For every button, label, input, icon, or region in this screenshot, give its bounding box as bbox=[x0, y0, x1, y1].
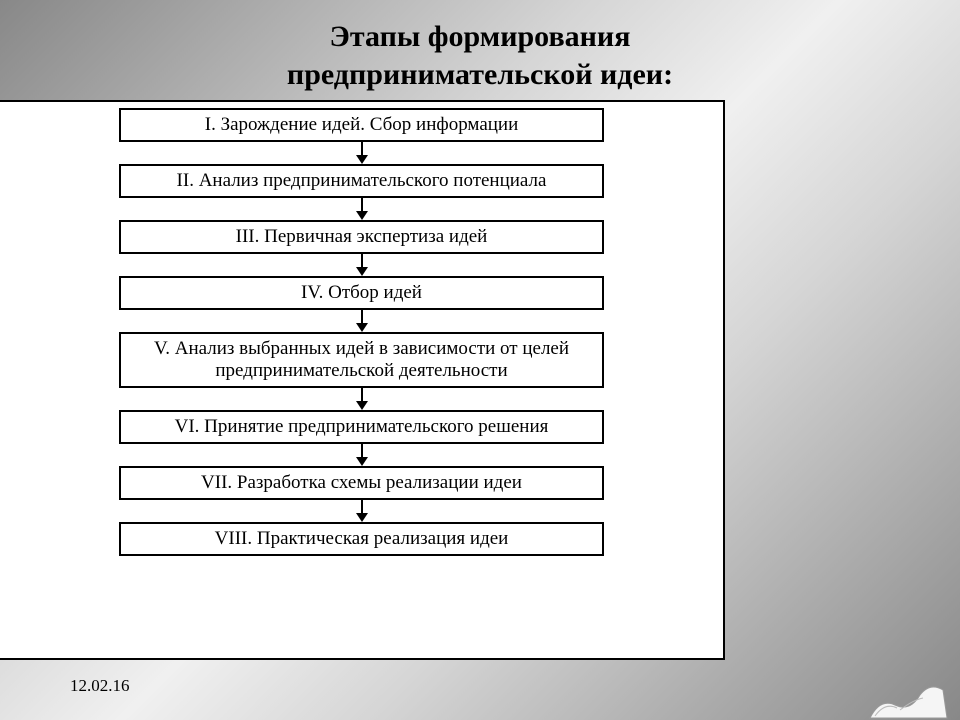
corner-decoration-icon bbox=[865, 670, 950, 720]
flow-arrow-icon bbox=[351, 444, 373, 466]
flow-step-label: I. Зарождение идей. Сбор информации bbox=[205, 114, 519, 136]
flow-step-5: V. Анализ выбранных идей в зависимости о… bbox=[119, 332, 604, 388]
flow-arrow-icon bbox=[351, 310, 373, 332]
flow-step-label: VII. Разработка схемы реализации идеи bbox=[201, 472, 522, 494]
flow-step-label: VIII. Практическая реализация идеи bbox=[215, 528, 509, 550]
flow-arrow-icon bbox=[351, 500, 373, 522]
flow-step-label: VI. Принятие предпринимательского решени… bbox=[175, 416, 549, 438]
title-line-2: предпринимательской идеи: bbox=[0, 56, 960, 94]
flow-step-1: I. Зарождение идей. Сбор информации bbox=[119, 108, 604, 142]
flowchart-inner: I. Зарождение идей. Сбор информации II. А… bbox=[0, 102, 723, 658]
flow-step-label: IV. Отбор идей bbox=[301, 282, 422, 304]
flow-step-7: VII. Разработка схемы реализации идеи bbox=[119, 466, 604, 500]
flow-arrow-icon bbox=[351, 198, 373, 220]
page-title: Этапы формирования предпринимательской и… bbox=[0, 0, 960, 93]
flow-arrow-icon bbox=[351, 142, 373, 164]
flow-step-label: III. Первичная экспертиза идей bbox=[236, 226, 488, 248]
flow-arrow-icon bbox=[351, 388, 373, 410]
slide-date: 12.02.16 bbox=[70, 676, 130, 696]
flow-step-4: IV. Отбор идей bbox=[119, 276, 604, 310]
flow-step-label: II. Анализ предпринимательского потенциа… bbox=[177, 170, 547, 192]
flow-step-label: V. Анализ выбранных идей в зависимости о… bbox=[129, 338, 594, 382]
flow-step-2: II. Анализ предпринимательского потенциа… bbox=[119, 164, 604, 198]
flow-arrow-icon bbox=[351, 254, 373, 276]
flow-step-3: III. Первичная экспертиза идей bbox=[119, 220, 604, 254]
flow-step-8: VIII. Практическая реализация идеи bbox=[119, 522, 604, 556]
flow-step-6: VI. Принятие предпринимательского решени… bbox=[119, 410, 604, 444]
flowchart-container: I. Зарождение идей. Сбор информации II. А… bbox=[0, 100, 725, 660]
title-line-1: Этапы формирования bbox=[0, 18, 960, 56]
